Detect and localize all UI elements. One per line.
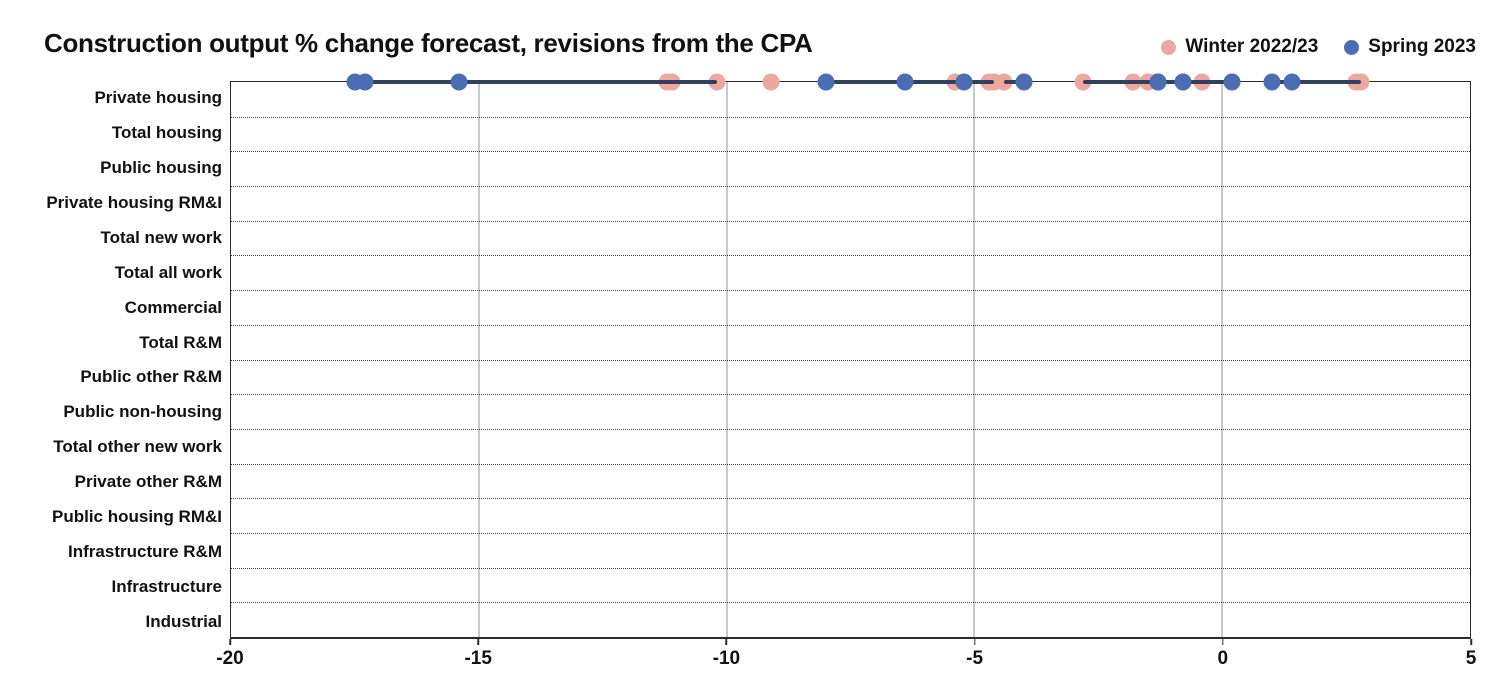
x-tick-mark [477, 639, 479, 645]
x-tick-mark [1470, 639, 1472, 645]
row-separator [231, 220, 1470, 222]
x-tick-label: -5 [966, 648, 984, 669]
row-separator [231, 463, 1470, 465]
row-separator [231, 290, 1470, 292]
spring-dot [817, 73, 835, 91]
row-separator [231, 394, 1470, 396]
row-separator [231, 532, 1470, 534]
legend-label-winter: Winter 2022/23 [1185, 36, 1319, 57]
row-separator [231, 567, 1470, 569]
row-separator [231, 255, 1470, 257]
row-separator [231, 324, 1470, 326]
category-label: Total R&M [139, 332, 222, 352]
category-label: Industrial [145, 611, 222, 631]
category-label: Public housing RM&I [52, 506, 222, 526]
category-label: Total all work [114, 262, 222, 282]
connector-line [1182, 80, 1233, 84]
connector-line [905, 80, 995, 84]
winter-dot [708, 73, 726, 91]
row-separator [231, 186, 1470, 188]
category-label: Total new work [100, 227, 222, 247]
category-label: Private housing [94, 88, 222, 108]
spring-dot [896, 73, 914, 91]
x-tick-mark [973, 639, 976, 645]
legend: Winter 2022/23 Spring 2023 [1161, 36, 1476, 58]
spring-dot [1015, 73, 1033, 91]
category-label: Public non-housing [63, 402, 222, 422]
row-separator [231, 428, 1470, 430]
row-separator [231, 359, 1470, 361]
row-separator [231, 116, 1470, 118]
legend-label-spring: Spring 2023 [1368, 36, 1476, 57]
x-tick-label: 5 [1465, 648, 1477, 669]
category-label: Total other new work [53, 437, 222, 457]
spring-dot [1283, 73, 1301, 91]
category-label: Private other R&M [74, 472, 222, 492]
spring-dot [1223, 73, 1241, 91]
spring-dot [356, 73, 374, 91]
category-label: Public housing [100, 158, 222, 178]
connector-line [1004, 80, 1024, 84]
category-label: Total housing [111, 123, 222, 143]
spring-dot [450, 73, 468, 91]
category-label: Public other R&M [80, 367, 222, 387]
spring-dot [955, 73, 973, 91]
x-tick-mark [1222, 639, 1224, 645]
category-label: Infrastructure [111, 576, 222, 596]
category-label: Infrastructure R&M [68, 541, 222, 561]
spring-legend-dot-icon [1344, 39, 1360, 55]
spring-dot [1149, 73, 1167, 91]
row-separator [231, 151, 1470, 153]
x-tick-mark [725, 639, 728, 645]
winter-dot [762, 73, 780, 91]
plot-area [230, 73, 1471, 639]
row-separator [231, 498, 1470, 500]
winter-legend-dot-icon [1161, 39, 1177, 55]
x-tick-label: -10 [712, 648, 741, 669]
connector-line [1291, 80, 1356, 84]
y-axis-labels: Private housing Total housing Public housi… [0, 81, 222, 639]
category-label: Commercial [124, 297, 222, 317]
spring-dot [1174, 73, 1192, 91]
spring-dot [1263, 73, 1281, 91]
x-tick-mark [229, 639, 231, 645]
connector-line [1083, 80, 1183, 84]
category-label: Private housing RM&I [46, 193, 222, 213]
legend-item-spring: Spring 2023 [1344, 36, 1476, 58]
legend-item-winter: Winter 2022/23 [1161, 36, 1318, 58]
x-tick-label: 0 [1217, 648, 1229, 669]
x-tick-label: -20 [216, 648, 244, 669]
row-separator [231, 602, 1470, 604]
connector-line [458, 80, 717, 84]
x-tick-label: -15 [464, 648, 492, 669]
chart-title: Construction output % change forecast, r… [44, 28, 813, 58]
